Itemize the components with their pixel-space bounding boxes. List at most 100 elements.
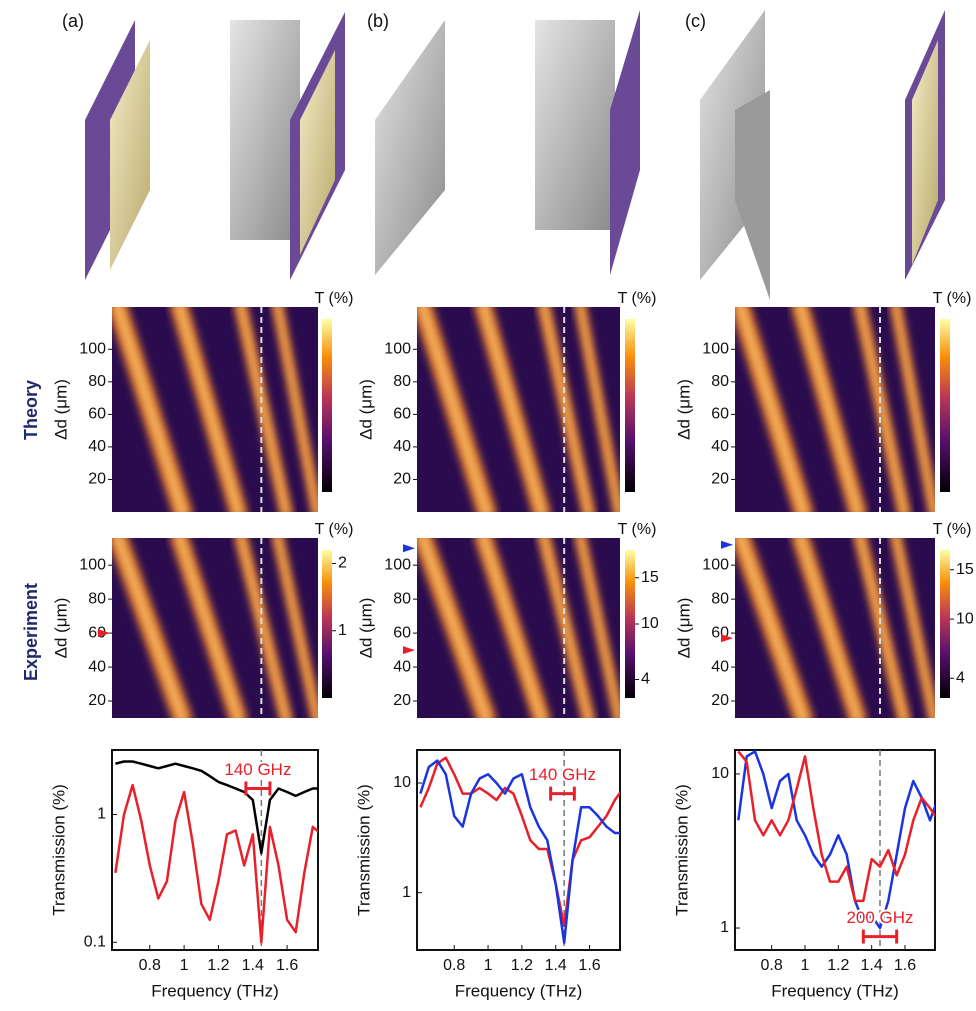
annotation-text: 140 GHz <box>529 765 596 784</box>
row-label: Experiment <box>21 583 41 681</box>
heatmap-band <box>481 307 544 512</box>
heatmap-band <box>276 538 318 718</box>
heatmap-band <box>798 538 860 718</box>
heatmap-band <box>177 538 240 718</box>
y-axis-label: Δd (μm) <box>356 598 375 659</box>
heatmap <box>417 538 620 718</box>
colorbar-label: T (%) <box>933 290 972 307</box>
y-tick-label: 80 <box>393 373 411 390</box>
y-axis-label: Transmission (%) <box>354 784 373 916</box>
x-tick-label: 1 <box>484 957 493 974</box>
heatmap-band <box>276 307 318 512</box>
colorbar-label: T (%) <box>618 290 657 307</box>
y-tick-label: 60 <box>711 406 729 423</box>
heatmap-band <box>895 538 935 718</box>
heatmap-band <box>542 538 590 718</box>
plot-frame <box>734 749 936 951</box>
heatmap-band <box>115 307 185 512</box>
y-tick-label: 20 <box>88 692 106 709</box>
colorbar-tick-label: 15 <box>641 569 659 586</box>
colorbar-tick-label: 2 <box>338 555 347 572</box>
y-axis-label: Transmission (%) <box>672 784 691 916</box>
series-line <box>737 750 935 903</box>
series-line <box>115 760 318 855</box>
colorbar-tick-label: 10 <box>641 615 659 632</box>
heatmap-band <box>579 538 620 718</box>
arrow <box>403 544 415 553</box>
heatmap-band <box>420 538 489 718</box>
heatmap-band <box>738 307 806 512</box>
heatmap <box>112 307 318 512</box>
heatmap-band <box>858 307 906 512</box>
y-tick-label: 40 <box>393 658 411 675</box>
x-tick-label: 1.2 <box>511 957 533 974</box>
y-tick-label: 60 <box>88 624 106 641</box>
y-tick-label: 20 <box>393 471 411 488</box>
colorbar-tick-label: 4 <box>956 669 965 686</box>
illustration <box>85 10 945 300</box>
x-axis-label: Frequency (THz) <box>151 981 279 1000</box>
x-axis-label: Frequency (THz) <box>455 981 583 1000</box>
x-tick-label: 1.4 <box>242 957 264 974</box>
panel-label: (c) <box>685 11 706 31</box>
arrow <box>721 540 733 549</box>
colorbar-label: T (%) <box>933 521 972 538</box>
y-tick-label: 60 <box>88 406 106 423</box>
colorbar-label: T (%) <box>618 521 657 538</box>
annotation-text: 140 GHz <box>224 760 291 779</box>
colorbar <box>322 319 332 492</box>
y-tick-label: 0.1 <box>84 933 106 950</box>
y-tick-label: 20 <box>393 692 411 709</box>
y-axis-label: Δd (μm) <box>356 379 375 440</box>
heatmap <box>735 538 935 718</box>
colorbar-tick-label: 15 <box>956 561 974 578</box>
colorbar <box>625 319 635 492</box>
x-tick-label: 1 <box>180 957 189 974</box>
heatmap-band <box>542 307 590 512</box>
y-tick-label: 100 <box>702 556 729 573</box>
plot-frame <box>111 749 319 951</box>
y-tick-label: 100 <box>384 556 411 573</box>
y-tick-label: 80 <box>711 373 729 390</box>
colorbar <box>940 319 950 492</box>
y-tick-label: 1 <box>720 919 729 936</box>
panel-label: (a) <box>62 11 84 31</box>
arrow <box>721 634 733 643</box>
y-tick-label: 1 <box>97 806 106 823</box>
colorbar <box>322 550 332 698</box>
y-axis-label: Δd (μm) <box>674 379 693 440</box>
heatmap-band <box>894 307 935 512</box>
heatmap-band <box>481 538 544 718</box>
x-tick-label: 1.2 <box>827 957 849 974</box>
heatmap <box>112 538 318 718</box>
x-tick-label: 1.2 <box>207 957 229 974</box>
y-tick-label: 60 <box>393 624 411 641</box>
x-tick-label: 0.8 <box>139 957 161 974</box>
heatmap-band <box>798 307 860 512</box>
colorbar-tick-label: 10 <box>956 610 974 627</box>
colorbar-label: T (%) <box>315 290 354 307</box>
colorbar-tick-label: 4 <box>641 671 650 688</box>
y-tick-label: 10 <box>711 765 729 782</box>
heatmap-band <box>420 307 489 512</box>
y-tick-label: 40 <box>711 438 729 455</box>
series-line <box>114 783 318 944</box>
y-tick-label: 10 <box>393 774 411 791</box>
y-tick-label: 40 <box>88 438 106 455</box>
y-tick-label: 80 <box>88 590 106 607</box>
colorbar-label: T (%) <box>315 521 354 538</box>
heatmap-band <box>579 307 620 512</box>
series-line <box>419 759 620 944</box>
heatmap <box>417 307 620 512</box>
row-label: Theory <box>21 380 41 440</box>
y-tick-label: 40 <box>88 658 106 675</box>
y-tick-label: 40 <box>711 658 729 675</box>
y-axis-label: Δd (μm) <box>51 379 70 440</box>
heatmap <box>735 307 935 512</box>
heatmap-band <box>177 307 241 512</box>
x-tick-label: 1.6 <box>894 957 916 974</box>
x-tick-label: 1.6 <box>578 957 600 974</box>
heatmap-band <box>858 538 906 718</box>
y-tick-label: 80 <box>393 590 411 607</box>
y-tick-label: 60 <box>393 406 411 423</box>
